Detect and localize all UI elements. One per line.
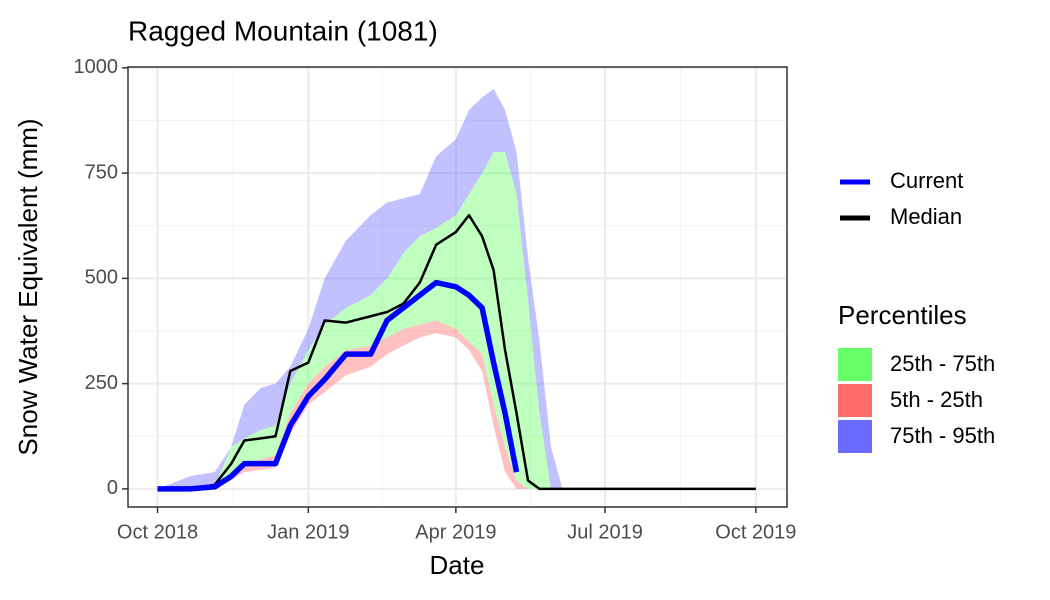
percentile-band bbox=[157, 88, 756, 489]
legend-label: 5th - 25th bbox=[890, 387, 983, 412]
y-tick-label: 250 bbox=[85, 372, 118, 394]
x-tick-label: Oct 2019 bbox=[715, 521, 796, 543]
x-axis-title: Date bbox=[430, 550, 485, 580]
x-tick-label: Apr 2019 bbox=[415, 521, 496, 543]
x-tick-label: Oct 2018 bbox=[117, 521, 198, 543]
legend-label: 75th - 95th bbox=[890, 423, 995, 448]
legend-label: 25th - 75th bbox=[890, 351, 995, 376]
legend-swatch bbox=[838, 384, 872, 417]
series-line bbox=[157, 213, 756, 491]
legend-title: Percentiles bbox=[838, 300, 967, 330]
x-tick-label: Jan 2019 bbox=[267, 521, 349, 543]
legend-swatch bbox=[838, 420, 872, 453]
y-tick-label: 1000 bbox=[74, 56, 119, 78]
y-tick-label: 750 bbox=[85, 161, 118, 183]
panel-border bbox=[127, 66, 788, 508]
legend-label: Median bbox=[890, 204, 962, 229]
y-axis-title: Snow Water Equivalent (mm) bbox=[13, 118, 43, 455]
legend-swatch bbox=[838, 348, 872, 381]
y-tick-label: 500 bbox=[85, 267, 118, 289]
legend-label: Current bbox=[890, 168, 963, 193]
y-tick-label: 0 bbox=[107, 477, 118, 499]
x-tick-label: Jul 2019 bbox=[567, 521, 643, 543]
chart-title: Ragged Mountain (1081) bbox=[128, 15, 438, 46]
series-line bbox=[157, 279, 520, 492]
percentile-band bbox=[157, 152, 756, 489]
